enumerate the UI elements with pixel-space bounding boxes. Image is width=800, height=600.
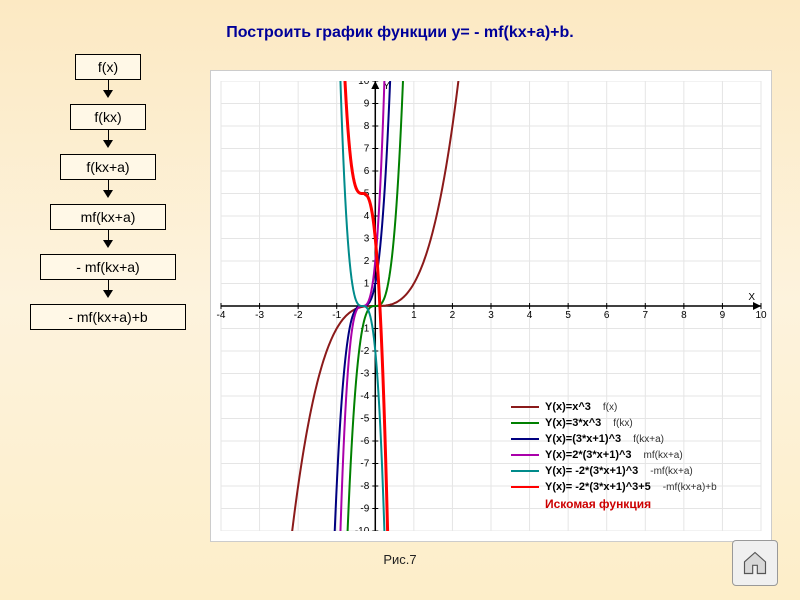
svg-text:-2: -2 <box>360 346 369 357</box>
legend-label: Y(x)=x^3 <box>545 401 591 413</box>
function-chart: -4-3-2-112345678910-10-9-8-7-6-5-4-3-2-1… <box>210 70 772 542</box>
svg-text:9: 9 <box>364 99 370 110</box>
svg-text:2: 2 <box>364 256 370 267</box>
svg-text:5: 5 <box>565 310 571 321</box>
svg-text:-4: -4 <box>360 391 369 402</box>
legend-item: Y(x)=(3*x+1)^3 f(kx+a) <box>511 431 717 447</box>
chart-legend: Y(x)=x^3 f(x)Y(x)=3*x^3 f(kx) Y(x)=(3*x+1)^… <box>511 399 717 511</box>
svg-text:1: 1 <box>411 310 417 321</box>
svg-text:8: 8 <box>681 310 687 321</box>
svg-text:6: 6 <box>604 310 610 321</box>
svg-text:1: 1 <box>364 279 370 290</box>
legend-color-swatch <box>511 454 539 456</box>
svg-text:4: 4 <box>527 310 533 321</box>
svg-text:3: 3 <box>488 310 494 321</box>
arrow-down-icon <box>103 190 113 198</box>
legend-note: -mf(kx+a) <box>650 466 693 477</box>
flow-box: mf(kx+a) <box>50 204 166 230</box>
legend-note: mf(kx+a) <box>644 450 683 461</box>
flow-box: f(kx) <box>70 104 146 130</box>
legend-color-swatch <box>511 470 539 472</box>
legend-label: Y(x)= -2*(3*x+1)^3+5 <box>545 481 651 493</box>
sought-function-label: Искомая функция <box>545 497 717 511</box>
svg-text:X: X <box>748 292 755 303</box>
legend-note: f(kx) <box>613 418 632 429</box>
flow-box: - mf(kx+a)+b <box>30 304 186 330</box>
svg-text:-4: -4 <box>217 310 226 321</box>
legend-color-swatch <box>511 406 539 408</box>
legend-label: Y(x)=2*(3*x+1)^3 <box>545 449 632 461</box>
legend-note: -mf(kx+a)+b <box>663 482 717 493</box>
svg-text:-5: -5 <box>360 414 369 425</box>
svg-text:-8: -8 <box>360 481 369 492</box>
svg-text:3: 3 <box>364 234 370 245</box>
arrow-down-icon <box>103 240 113 248</box>
flow-box: - mf(kx+a) <box>40 254 176 280</box>
svg-text:4: 4 <box>364 211 370 222</box>
arrow-down-icon <box>103 290 113 298</box>
legend-label: Y(x)=3*x^3 <box>545 417 601 429</box>
figure-caption: Рис.7 <box>0 552 800 567</box>
svg-text:-3: -3 <box>360 369 369 380</box>
legend-color-swatch <box>511 422 539 424</box>
legend-note: f(x) <box>603 402 617 413</box>
svg-text:-2: -2 <box>294 310 303 321</box>
legend-item: Y(x)=3*x^3 f(kx) <box>511 415 717 431</box>
legend-item: Y(x)=x^3 f(x) <box>511 399 717 415</box>
home-button[interactable] <box>732 540 778 586</box>
svg-text:9: 9 <box>720 310 726 321</box>
flow-box: f(x) <box>75 54 141 80</box>
legend-color-swatch <box>511 486 539 488</box>
svg-text:-7: -7 <box>360 459 369 470</box>
svg-text:7: 7 <box>643 310 649 321</box>
svg-text:-9: -9 <box>360 504 369 515</box>
legend-label: Y(x)=(3*x+1)^3 <box>545 433 621 445</box>
svg-text:10: 10 <box>755 310 767 321</box>
legend-item: Y(x)=2*(3*x+1)^3 mf(kx+a) <box>511 447 717 463</box>
svg-text:6: 6 <box>364 166 370 177</box>
arrow-down-icon <box>103 90 113 98</box>
legend-label: Y(x)= -2*(3*x+1)^3 <box>545 465 638 477</box>
svg-text:-1: -1 <box>332 310 341 321</box>
svg-text:-3: -3 <box>255 310 264 321</box>
legend-note: f(kx+a) <box>633 434 664 445</box>
legend-color-swatch <box>511 438 539 440</box>
legend-item: Y(x)= -2*(3*x+1)^3 -mf(kx+a) <box>511 463 717 479</box>
svg-text:7: 7 <box>364 144 370 155</box>
home-icon <box>741 549 769 577</box>
flow-box: f(kx+a) <box>60 154 156 180</box>
svg-text:8: 8 <box>364 121 370 132</box>
flowchart: f(x) f(kx) f(kx+a) mf(kx+a) - mf(kx+a) - mf(k… <box>28 54 188 354</box>
arrow-down-icon <box>103 140 113 148</box>
svg-text:-6: -6 <box>360 436 369 447</box>
legend-item: Y(x)= -2*(3*x+1)^3+5 -mf(kx+a)+b <box>511 479 717 495</box>
page-title: Построить график функции y= - mf(kx+a)+b… <box>0 24 800 42</box>
svg-text:2: 2 <box>450 310 456 321</box>
